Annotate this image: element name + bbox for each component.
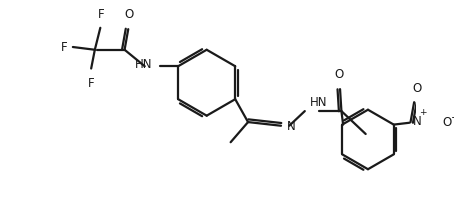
Text: F: F <box>61 40 67 54</box>
Text: +: + <box>419 108 427 117</box>
Text: N: N <box>287 120 296 133</box>
Text: HN: HN <box>309 96 327 109</box>
Text: O: O <box>124 8 134 21</box>
Text: O: O <box>335 68 344 81</box>
Text: O: O <box>442 116 452 129</box>
Text: F: F <box>88 77 94 90</box>
Text: F: F <box>98 8 104 21</box>
Text: N: N <box>413 115 422 128</box>
Text: O: O <box>412 82 421 95</box>
Text: −: − <box>450 113 454 123</box>
Text: HN: HN <box>135 58 153 71</box>
